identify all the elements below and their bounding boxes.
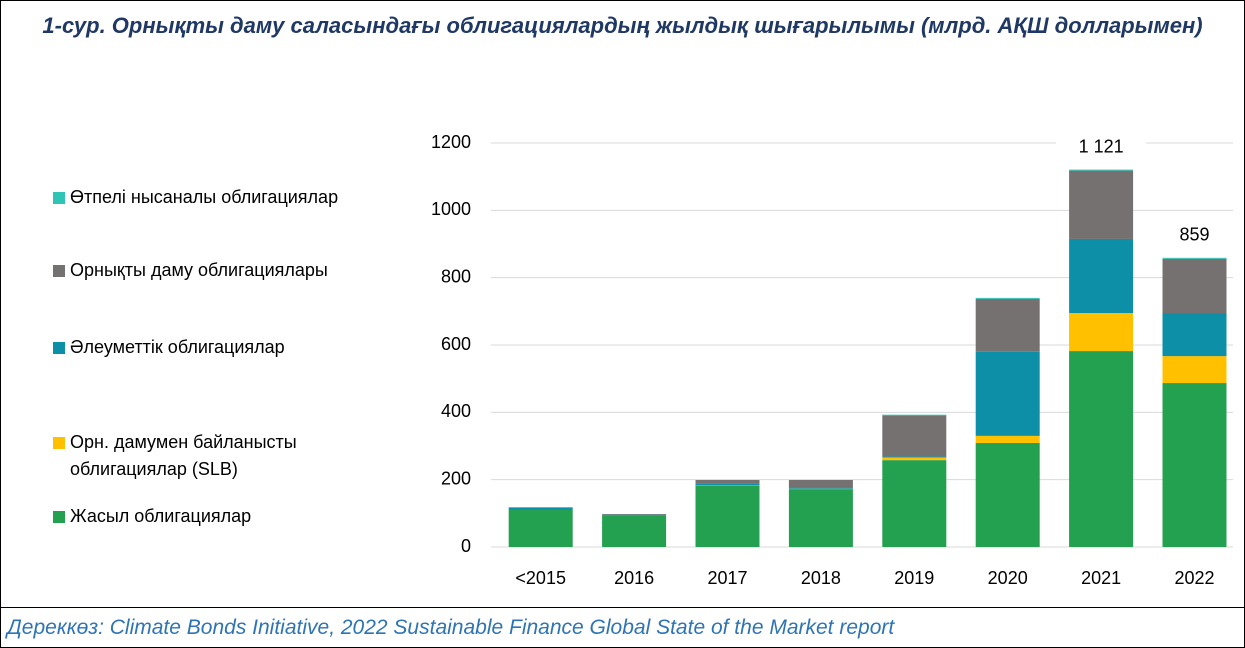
x-tick-label: 2019 [894, 568, 934, 588]
bar-segment [1162, 257, 1227, 259]
bar-segment [508, 507, 573, 510]
legend-entry: Әлеуметтік облигациялар [53, 334, 420, 361]
bar-segment [695, 480, 760, 484]
y-tick-label: 1000 [431, 199, 471, 219]
bar-segment [1162, 356, 1227, 384]
total-label-bg [1149, 219, 1240, 250]
legend-swatch [53, 511, 65, 523]
total-label: 1 121 [1079, 136, 1124, 156]
legend-entry: Орн. дамумен байланысты облигациялар (SL… [53, 429, 370, 483]
legend-entry: Өтпелі нысаналы облигациялар [53, 184, 420, 211]
bar-segment [1069, 238, 1134, 314]
bar-segment [788, 480, 853, 488]
bar-segment [1069, 170, 1134, 239]
y-tick-label: 400 [441, 401, 471, 421]
bar-segment [1162, 258, 1227, 314]
legend-entry: Орнықты даму облигациялары [53, 257, 420, 284]
bar-segment [975, 351, 1040, 436]
bar-segment [1069, 313, 1134, 352]
bar-segment [975, 442, 1040, 547]
y-tick-label: 200 [441, 468, 471, 488]
bar-segment [882, 414, 947, 416]
y-tick-label: 1200 [431, 132, 471, 152]
chart-title: 1-сур. Орнықты даму саласындағы облигаци… [42, 13, 1203, 38]
x-tick-label: 2017 [707, 568, 747, 588]
x-tick-label: 2020 [988, 568, 1028, 588]
bar-segment [788, 487, 853, 489]
y-tick-label: 600 [441, 334, 471, 354]
legend-label: Әлеуметтік облигациялар [70, 337, 285, 357]
total-label: 859 [1179, 225, 1209, 245]
bar-segment [602, 514, 667, 516]
bar-segment [882, 456, 947, 458]
bar-segment [1069, 351, 1134, 547]
bar-segment [975, 298, 1040, 352]
total-label-bg [1056, 131, 1147, 162]
bar-segment [975, 435, 1040, 443]
bar-segment [695, 485, 760, 547]
legend-label: Орн. дамумен байланысты облигациялар (SL… [70, 432, 297, 479]
bar-segment [882, 460, 947, 547]
bar-segment [1162, 313, 1227, 357]
bar-segment [695, 483, 760, 486]
x-tick-label: 2016 [614, 568, 654, 588]
x-tick-label: 2022 [1174, 568, 1214, 588]
legend-label: Жасыл облигациялар [70, 506, 252, 526]
bar-segment [882, 457, 947, 461]
bar-segment [508, 509, 573, 547]
x-tick-label: 2018 [801, 568, 841, 588]
y-tick-label: 0 [461, 536, 471, 556]
bar-segment [602, 515, 667, 547]
legend-swatch [53, 265, 65, 277]
bar-segment [1162, 383, 1227, 547]
x-tick-label: 2021 [1081, 568, 1121, 588]
bar-segment [975, 297, 1040, 299]
bar-segment [788, 489, 853, 547]
legend-swatch [53, 437, 65, 449]
bar-segment [602, 514, 667, 515]
legend-label: Орнықты даму облигациялары [70, 260, 328, 280]
source-note: Дереккөз: Climate Bonds Initiative, 2022… [1, 607, 1244, 647]
legend-entry: Жасыл облигациялар [53, 503, 420, 530]
legend-swatch [53, 192, 65, 204]
bar-segment [1069, 169, 1134, 171]
legend-label: Өтпелі нысаналы облигациялар [70, 187, 339, 207]
bar-segment [508, 507, 573, 508]
legend-swatch [53, 342, 65, 354]
y-tick-label: 800 [441, 266, 471, 286]
x-tick-label: <2015 [515, 568, 566, 588]
bar-segment [882, 415, 947, 457]
chart: 0 200 400 600 800 1000 1200 <2015 2016 2017 2018 20… [431, 131, 1240, 588]
